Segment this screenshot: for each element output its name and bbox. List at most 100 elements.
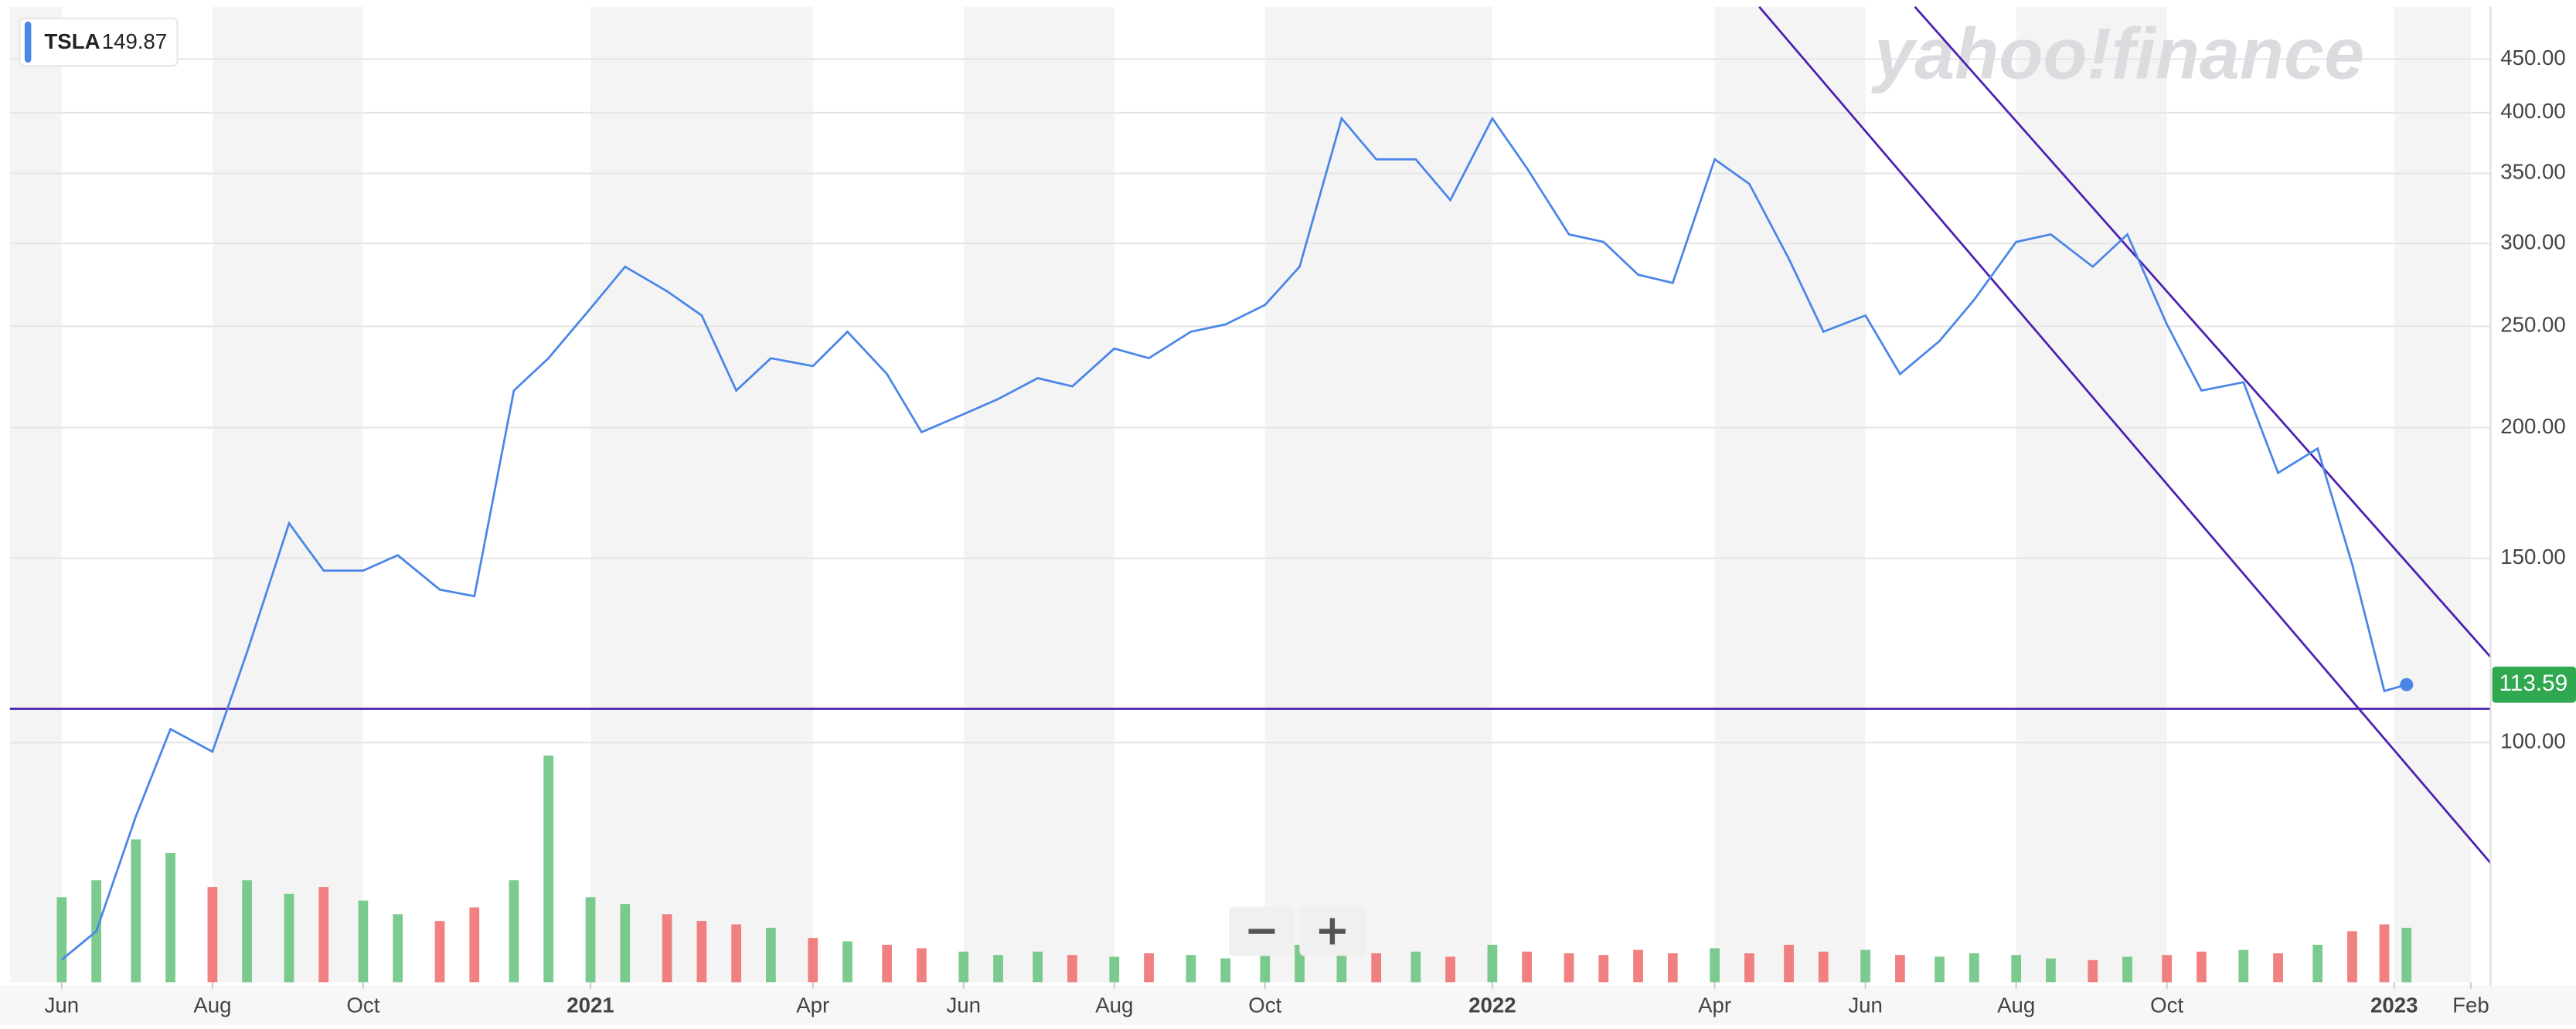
volume-bar (358, 900, 369, 983)
band (212, 6, 363, 983)
volume-bar (2273, 953, 2283, 983)
volume-bar (165, 853, 175, 983)
x-tick-label: Aug (1997, 993, 2035, 1017)
axis-strip (0, 985, 2576, 1025)
volume-bar (284, 893, 294, 983)
volume-bar (1564, 953, 1574, 983)
x-tick-label: Aug (1095, 993, 1133, 1017)
band (2394, 6, 2471, 983)
x-tick-label: Oct (1248, 993, 1281, 1017)
band (9, 6, 62, 983)
y-tick-label: 300.00 (2500, 229, 2566, 253)
volume-bar (1033, 951, 1043, 983)
volume-bar (1744, 953, 1754, 983)
volume-bar (509, 880, 519, 983)
band (1264, 6, 1492, 983)
y-tick-label: 200.00 (2500, 414, 2566, 438)
volume-bar (1784, 944, 1794, 983)
volume-bar (1633, 949, 1643, 983)
volume-bar (56, 897, 67, 983)
x-tick-label: Jun (1848, 993, 1883, 1017)
volume-bar (1818, 951, 1829, 983)
volume-bar (1220, 958, 1231, 983)
last-point (2400, 678, 2414, 691)
trend-line (1914, 5, 2492, 658)
volume-bar (1336, 948, 1347, 983)
x-tick-label: Aug (193, 993, 231, 1017)
volume-bar (842, 941, 852, 983)
volume-bar (917, 948, 927, 983)
volume-bar (993, 955, 1003, 983)
y-tick-label: 150.00 (2500, 545, 2566, 569)
volume-bar (2238, 949, 2249, 983)
volume-bar (585, 897, 596, 983)
volume-bar (1860, 949, 1871, 983)
volume-bar (2197, 951, 2207, 983)
volume-bar (1186, 955, 1196, 983)
price-badge (2492, 666, 2576, 703)
volume-bar (1144, 953, 1154, 983)
y-tick-label: 350.00 (2500, 160, 2566, 184)
band (963, 6, 1114, 983)
volume-bar (808, 938, 818, 983)
volume-bar (1371, 953, 1382, 983)
volume-bar (1522, 951, 1533, 983)
legend-symbol: TSLA (44, 29, 100, 53)
volume-bar (1411, 951, 1421, 983)
volume-bar (2046, 958, 2056, 983)
band (1714, 6, 1866, 983)
volume-bar (318, 887, 329, 983)
volume-bar (131, 839, 141, 983)
volume-bar (2312, 944, 2323, 983)
x-tick-label: 2023 (2370, 993, 2418, 1017)
legend-swatch (24, 21, 32, 63)
volume-bar (1445, 956, 1455, 983)
volume-bar (2011, 955, 2022, 983)
volume-bar (1598, 955, 1609, 983)
volume-bar (696, 921, 707, 983)
x-tick-label: Jun (946, 993, 981, 1017)
volume-bar (2122, 956, 2132, 983)
volume-bar (958, 951, 969, 983)
volume-bar (1487, 944, 1498, 983)
legend-value: 149.87 (102, 29, 168, 53)
volume-bar (662, 914, 672, 983)
y-tick-label: 100.00 (2500, 728, 2566, 752)
watermark: yahoo!finance (1871, 13, 2364, 94)
band (590, 6, 813, 983)
x-tick-label: Jun (45, 993, 80, 1017)
volume-bar (620, 904, 631, 983)
volume-bar (434, 921, 445, 983)
volume-bar (731, 924, 742, 983)
volume-bar (2162, 955, 2173, 983)
volume-bar (543, 756, 554, 983)
volume-bar (2088, 959, 2098, 983)
y-tick-label: 400.00 (2500, 99, 2566, 123)
trend-line (1758, 5, 2492, 864)
y-tick-label: 250.00 (2500, 313, 2566, 337)
price-line (61, 116, 2408, 961)
volume-bar (1067, 955, 1077, 983)
legend: TSLA 149.87 (19, 17, 179, 67)
price-badge-label: 113.59 (2499, 671, 2567, 696)
zoom-controls (1228, 906, 1366, 956)
volume-bar (766, 927, 776, 983)
x-tick-label: Apr (796, 993, 829, 1017)
volume-bar (2401, 927, 2412, 983)
volume-bar (1895, 955, 1905, 983)
x-tick-label: Feb (2452, 993, 2489, 1017)
x-tick-label: 2022 (1468, 993, 1516, 1017)
volume-bar (2347, 931, 2357, 983)
volume-bar (1710, 948, 1720, 983)
band (2016, 6, 2167, 983)
volume-bar (207, 887, 218, 983)
x-tick-label: 2021 (567, 993, 614, 1017)
volume-bar (882, 944, 893, 983)
y-tick-label: 450.00 (2500, 46, 2566, 70)
volume-bar (1969, 953, 1979, 983)
volume-bar (2379, 924, 2390, 983)
x-tick-label: Oct (2150, 993, 2183, 1017)
legend-box (19, 17, 179, 67)
